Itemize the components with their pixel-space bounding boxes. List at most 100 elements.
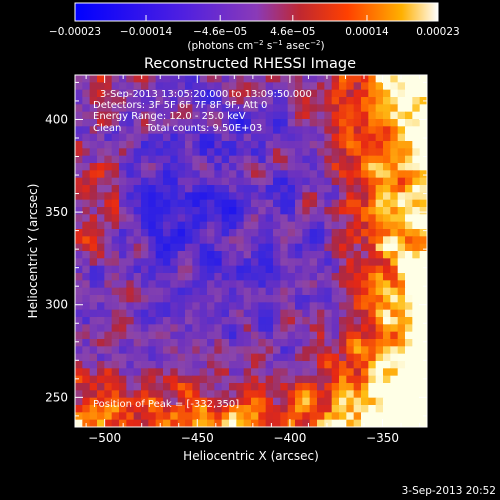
heatmap-cell — [405, 177, 413, 186]
heatmap-cell — [111, 221, 120, 230]
heatmap-cell — [214, 207, 223, 215]
heatmap-cell — [221, 375, 230, 384]
heatmap-cell — [258, 119, 267, 127]
heatmap-cell — [126, 295, 135, 303]
heatmap-cell — [405, 339, 413, 347]
heatmap-cell — [302, 317, 311, 325]
heatmap-cell — [397, 119, 406, 127]
heatmap-cell — [295, 133, 303, 142]
heatmap-cell — [82, 390, 91, 399]
heatmap-cell — [390, 111, 399, 120]
heatmap-cell — [170, 324, 179, 333]
heatmap-cell — [243, 111, 252, 120]
heatmap-cell — [126, 419, 135, 427]
heatmap-cell — [265, 287, 274, 296]
heatmap-cell — [141, 111, 149, 120]
heatmap-cell — [317, 133, 325, 142]
heatmap-cell — [390, 258, 399, 267]
heatmap-cell — [368, 229, 377, 237]
heatmap-cell — [375, 236, 384, 245]
heatmap-cell — [177, 353, 186, 362]
heatmap-cell — [192, 331, 201, 340]
colorbar — [74, 2, 439, 22]
heatmap-cell — [104, 405, 113, 413]
heatmap-cell — [133, 419, 142, 427]
heatmap-cell — [221, 170, 230, 179]
heatmap-cell — [287, 170, 296, 179]
heatmap-cell — [317, 419, 325, 427]
heatmap-cell — [419, 368, 427, 377]
heatmap-cell — [339, 192, 347, 201]
heatmap-cell — [368, 89, 377, 98]
heatmap-cell — [295, 148, 303, 157]
heatmap-cell — [199, 75, 208, 83]
heatmap-cell — [111, 251, 120, 259]
heatmap-cell — [375, 383, 384, 391]
heatmap-cell — [155, 346, 164, 355]
heatmap-cell — [251, 405, 259, 413]
heatmap-cell — [339, 177, 347, 186]
heatmap-cell — [397, 126, 406, 135]
heatmap-cell — [375, 346, 384, 355]
heatmap-cell — [133, 368, 142, 377]
heatmap-cell — [353, 280, 362, 289]
heatmap-cell — [383, 251, 391, 259]
heatmap-cell — [111, 346, 120, 355]
heatmap-cell — [287, 89, 296, 98]
heatmap-cell — [97, 265, 105, 274]
heatmap-cell — [368, 207, 377, 215]
heatmap-cell — [199, 280, 208, 289]
heatmap-cell — [390, 214, 399, 223]
heatmap-cell — [126, 412, 135, 421]
heatmap-cell — [280, 155, 289, 164]
heatmap-cell — [302, 141, 311, 149]
heatmap-cell — [141, 243, 149, 252]
heatmap-cell — [331, 412, 340, 421]
heatmap-cell — [82, 405, 91, 413]
heatmap-cell — [111, 412, 120, 421]
heatmap-cell — [295, 207, 303, 215]
heatmap-cell — [280, 287, 289, 296]
heatmap-cell — [229, 353, 237, 362]
heatmap-cell — [163, 82, 171, 91]
heatmap-cell — [133, 397, 142, 406]
heatmap-cell — [133, 170, 142, 179]
heatmap-cell — [192, 258, 201, 267]
heatmap-cell — [177, 309, 186, 318]
heatmap-cell — [302, 243, 311, 252]
heatmap-cell — [148, 258, 157, 267]
heatmap-cell — [287, 104, 296, 113]
heatmap-cell — [397, 265, 406, 274]
heatmap-cell — [192, 243, 201, 252]
heatmap-cell — [273, 353, 281, 362]
heatmap-cell — [229, 104, 237, 113]
heatmap-cell — [309, 185, 318, 193]
heatmap-cell — [199, 192, 208, 201]
heatmap-cell — [221, 141, 230, 149]
heatmap-cell — [199, 317, 208, 325]
heatmap-cell — [133, 317, 142, 325]
heatmap-cell — [155, 258, 164, 267]
heatmap-cell — [163, 251, 171, 259]
heatmap-cell — [111, 133, 120, 142]
heatmap-cell — [221, 287, 230, 296]
heatmap-cell — [412, 265, 421, 274]
heatmap-cell — [126, 258, 135, 267]
heatmap-cell — [280, 280, 289, 289]
heatmap-cell — [302, 361, 311, 369]
heatmap-cell — [324, 383, 333, 391]
heatmap-cell — [126, 111, 135, 120]
heatmap-cell — [221, 346, 230, 355]
heatmap-cell — [317, 89, 325, 98]
heatmap-cell — [397, 361, 406, 369]
heatmap-cell — [412, 383, 421, 391]
x-tick-label: −350 — [366, 431, 399, 445]
heatmap-cell — [361, 265, 369, 274]
heatmap-cell — [353, 361, 362, 369]
heatmap-cell — [368, 111, 377, 120]
heatmap-cell — [170, 317, 179, 325]
heatmap-cell — [111, 419, 120, 427]
heatmap-cell — [82, 346, 91, 355]
heatmap-cell — [126, 280, 135, 289]
heatmap-cell — [273, 119, 281, 127]
